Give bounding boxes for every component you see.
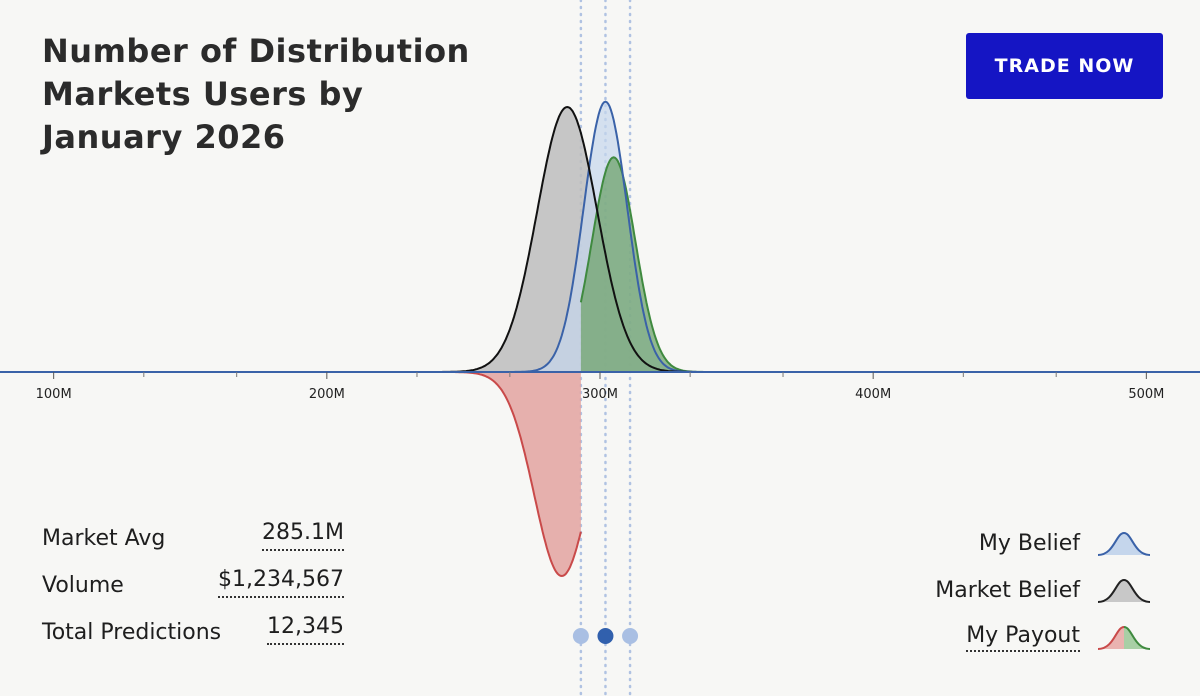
legend-item-my-belief[interactable]: My Belief: [935, 520, 1152, 567]
market-belief-line: [436, 105, 710, 373]
legend-label: My Belief: [978, 531, 1080, 556]
my-payout-gain-area: [580, 157, 710, 372]
blue-bell-curve-icon: [1097, 531, 1151, 556]
red-green-bell-curve-icon: [1097, 625, 1151, 650]
gray-bell-curve-icon: [1097, 578, 1151, 603]
my-payout-loss-line: [455, 371, 582, 578]
tick-label: 300M: [582, 387, 618, 402]
trade-now-button[interactable]: TRADE NOW: [966, 33, 1163, 99]
tick-label: 400M: [855, 387, 891, 402]
page-title: Number of Distribution Markets Users by …: [42, 32, 470, 156]
page-dot[interactable]: [622, 628, 639, 644]
stat-value: $1,234,567: [218, 567, 344, 598]
stat-value: 12,345: [267, 614, 344, 645]
stat-label: Total Predictions: [42, 620, 222, 645]
stat-total-predictions: Total Predictions 12,345: [42, 614, 344, 661]
tick-label: 100M: [36, 387, 72, 402]
page-dot[interactable]: [572, 628, 589, 644]
stat-label: Market Avg: [42, 526, 166, 551]
market-belief-area: [436, 107, 710, 372]
legend-label: My Payout: [966, 623, 1080, 652]
legend: My Belief Market Belief My Payout: [935, 520, 1152, 661]
stat-value: 285.1M: [262, 520, 344, 551]
stat-label: Volume: [42, 573, 124, 598]
page-dot-active[interactable]: [597, 628, 614, 644]
legend-label: Market Belief: [935, 578, 1080, 603]
stat-volume: Volume $1,234,567: [42, 567, 344, 614]
stat-market-avg: Market Avg 285.1M: [42, 520, 344, 567]
my-belief-line: [504, 100, 710, 373]
market-stats: Market Avg 285.1M Volume $1,234,567 Tota…: [42, 520, 344, 661]
tick-label: 200M: [309, 387, 345, 402]
tick-label: 500M: [1128, 387, 1164, 402]
legend-item-my-payout[interactable]: My Payout: [935, 614, 1152, 661]
my-payout-loss-area: [455, 372, 581, 576]
legend-item-market-belief[interactable]: Market Belief: [935, 567, 1152, 614]
